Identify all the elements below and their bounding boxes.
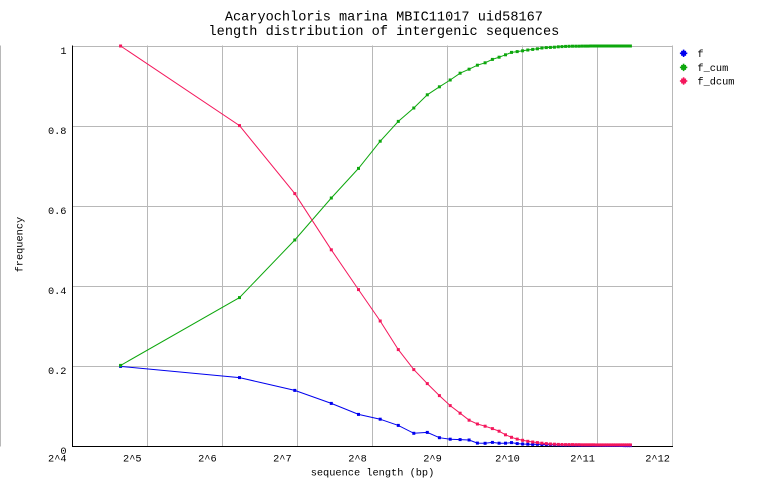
svg-text:2^10: 2^10 bbox=[495, 454, 520, 466]
svg-text:2^9: 2^9 bbox=[423, 454, 442, 466]
svg-text:f: f bbox=[697, 49, 703, 61]
svg-text:0.4: 0.4 bbox=[48, 286, 67, 298]
svg-text:2^8: 2^8 bbox=[348, 454, 367, 466]
svg-text:length distribution of interge: length distribution of intergenic sequen… bbox=[209, 25, 560, 40]
svg-text:2^5: 2^5 bbox=[123, 454, 142, 466]
svg-text:Acaryochloris marina MBIC11017: Acaryochloris marina MBIC11017 uid58167 bbox=[225, 11, 543, 26]
svg-text:f_dcum: f_dcum bbox=[697, 77, 734, 89]
svg-text:0.6: 0.6 bbox=[48, 206, 67, 218]
svg-text:1: 1 bbox=[60, 46, 66, 58]
svg-text:0.8: 0.8 bbox=[48, 126, 67, 138]
svg-text:2^4: 2^4 bbox=[48, 454, 67, 466]
svg-text:2^11: 2^11 bbox=[570, 454, 595, 466]
svg-text:0.2: 0.2 bbox=[48, 366, 67, 378]
svg-text:frequency: frequency bbox=[15, 217, 27, 273]
svg-text:2^12: 2^12 bbox=[645, 454, 670, 466]
svg-text:2^6: 2^6 bbox=[198, 454, 217, 466]
svg-text:0: 0 bbox=[60, 446, 66, 458]
svg-text:sequence length (bp): sequence length (bp) bbox=[311, 468, 435, 480]
svg-text:f_cum: f_cum bbox=[697, 63, 728, 75]
svg-text:2^7: 2^7 bbox=[273, 454, 292, 466]
